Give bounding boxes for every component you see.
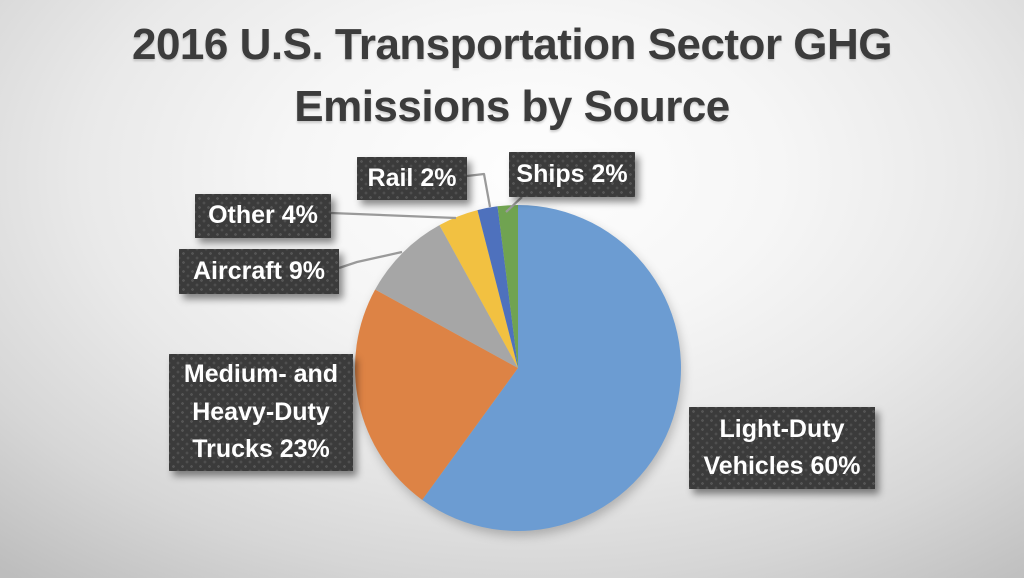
callout-rail-label: Rail 2% xyxy=(367,163,457,192)
callout-light-duty-label: Light-Duty Vehicles 60% xyxy=(703,414,861,481)
chart-title: 2016 U.S. Transportation Sector GHG Emis… xyxy=(131,20,893,132)
pie-slices xyxy=(354,205,681,531)
leader-line-aircraft xyxy=(338,250,403,270)
pie-slice-other xyxy=(439,210,518,368)
callout-ships-label: Ships 2% xyxy=(516,159,628,188)
pie-slice-ships xyxy=(497,205,518,368)
leader-line-ships xyxy=(505,196,523,213)
pie-slice-light-duty-vehicles xyxy=(422,205,681,531)
callout-light-duty: Light-Duty Vehicles 60% xyxy=(689,407,875,489)
leader-lines xyxy=(330,172,523,270)
pie-slice-aircraft xyxy=(375,225,518,368)
leader-line-rail xyxy=(466,172,492,208)
callout-aircraft: Aircraft 9% xyxy=(179,249,339,294)
callout-trucks: Medium- and Heavy-Duty Trucks 23% xyxy=(169,354,353,471)
callout-ships: Ships 2% xyxy=(509,152,635,197)
leader-line-other xyxy=(330,211,457,220)
callout-other: Other 4% xyxy=(195,194,331,238)
callout-trucks-label: Medium- and Heavy-Duty Trucks 23% xyxy=(183,360,339,464)
pie-slice-rail xyxy=(477,206,518,368)
callout-rail: Rail 2% xyxy=(357,157,467,200)
callout-other-label: Other 4% xyxy=(208,201,318,230)
pie-slice-medium-and-heavy-duty-trucks xyxy=(354,289,518,500)
callout-aircraft-label: Aircraft 9% xyxy=(193,256,325,285)
